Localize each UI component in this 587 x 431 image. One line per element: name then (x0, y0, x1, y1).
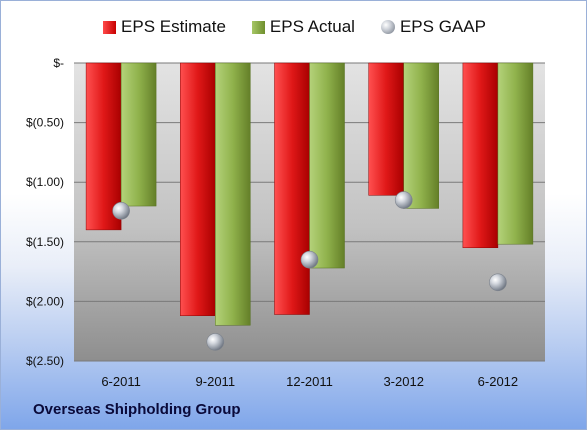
point-eps-gaap (394, 191, 413, 209)
point-eps-gaap (206, 333, 225, 351)
legend-label-gaap: EPS GAAP (399, 17, 486, 36)
x-tick-label: 12-2011 (286, 374, 333, 389)
y-tick-label: $(2.00) (26, 294, 64, 308)
x-tick-label: 9-2011 (196, 374, 236, 389)
bar-eps-estimate (85, 62, 122, 231)
legend-swatch-actual (251, 20, 265, 34)
y-tick-label: $(1.50) (26, 235, 64, 249)
bar-eps-actual (497, 62, 534, 245)
x-tick-label: 6-2011 (101, 374, 141, 389)
legend-label-actual: EPS Actual (269, 17, 355, 36)
bar-eps-estimate (368, 62, 404, 196)
bar-eps-actual (309, 62, 345, 269)
x-tick-label: 6-2012 (478, 374, 518, 389)
point-eps-gaap (489, 273, 507, 292)
legend-swatch-gaap (380, 20, 395, 34)
bar-eps-estimate (274, 62, 310, 315)
legend-swatch-estimate (103, 20, 117, 34)
y-tick-label: $(0.50) (26, 116, 64, 130)
y-tick-label: $- (53, 56, 64, 70)
point-eps-gaap (300, 250, 319, 269)
bar-eps-estimate (462, 62, 499, 249)
company-name: Overseas Shipholding Group (33, 401, 241, 418)
legend-item-actual: EPS Actual (251, 17, 355, 37)
legend-item-gaap: EPS GAAP (380, 17, 486, 37)
y-tick-label: $(2.50) (26, 354, 64, 368)
legend-item-estimate: EPS Estimate (103, 17, 226, 37)
legend: EPS Estimate EPS Actual EPS GAAP (1, 17, 587, 37)
bar-eps-actual (215, 62, 251, 326)
point-eps-gaap (112, 202, 130, 220)
bar-eps-actual (120, 62, 157, 207)
bar-eps-actual (403, 62, 439, 209)
y-tick-label: $(1.00) (26, 175, 64, 189)
legend-label-estimate: EPS Estimate (121, 17, 226, 36)
bar-eps-estimate (180, 62, 216, 316)
x-tick-label: 3-2012 (383, 374, 423, 389)
